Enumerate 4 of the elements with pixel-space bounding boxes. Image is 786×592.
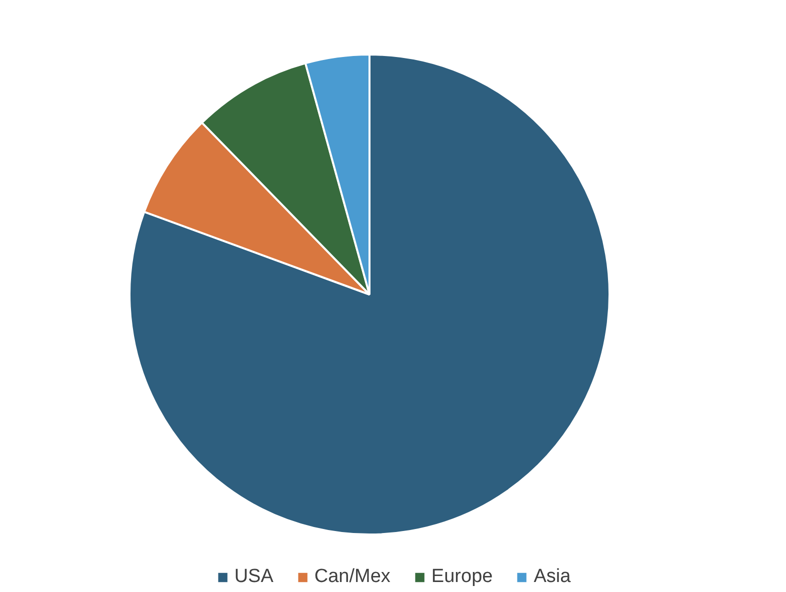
legend-label: USA: [234, 566, 274, 588]
legend-label: Asia: [534, 566, 571, 588]
legend-label: Can/Mex: [314, 566, 390, 588]
legend-label: Europe: [431, 566, 493, 588]
